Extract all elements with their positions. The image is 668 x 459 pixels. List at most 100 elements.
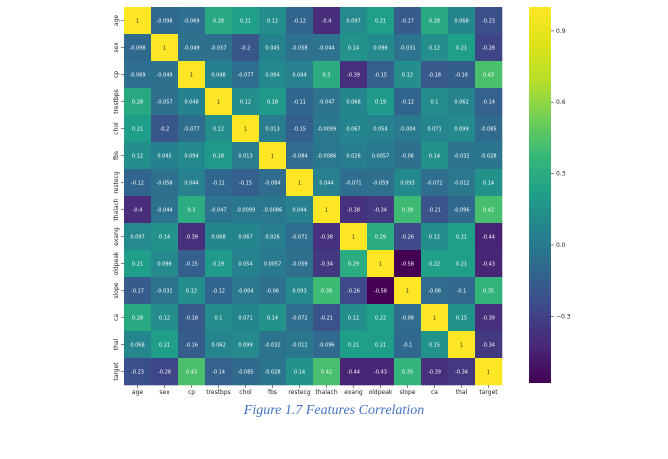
cell-value-label: -0.057 <box>210 45 226 51</box>
cell-value-label: 0.068 <box>130 342 144 348</box>
heatmap-cell <box>178 331 206 359</box>
heatmap-cell <box>394 88 422 116</box>
cell-value-label: 1 <box>244 126 247 132</box>
cell-value-label: 0.15 <box>456 315 467 321</box>
cell-value-label: 0.14 <box>483 180 494 186</box>
cell-value-label: -0.4 <box>322 18 332 24</box>
cell-value-label: 1 <box>325 207 328 213</box>
heatmap-cell <box>421 142 449 170</box>
cell-value-label: 0.3 <box>323 72 331 78</box>
heatmap-cell <box>151 304 179 332</box>
heatmap-cell <box>259 277 287 305</box>
heatmap-cell <box>340 358 368 386</box>
heatmap-cell <box>178 115 206 143</box>
cell-value-label: -0.096 <box>453 207 469 213</box>
cell-value-label: 0.099 <box>238 342 252 348</box>
cell-value-label: -0.08 <box>428 288 441 294</box>
heatmap-cell <box>394 304 422 332</box>
heatmap-cell <box>448 88 476 116</box>
x-tick-label: cp <box>188 389 195 396</box>
y-tick-label: cp <box>113 71 120 78</box>
cell-value-label: 0.35 <box>402 369 413 375</box>
heatmap-cell <box>205 88 233 116</box>
heatmap-cell <box>340 304 368 332</box>
y-tick-label: fbs <box>113 151 120 160</box>
cell-value-label: -0.1 <box>403 342 413 348</box>
cell-value-label: -0.028 <box>264 369 280 375</box>
heatmap-cell <box>178 304 206 332</box>
cell-value-label: 0.12 <box>213 126 224 132</box>
x-tick-label: restecg <box>288 389 310 396</box>
x-tick-label: thalach <box>315 389 337 396</box>
cell-value-label: 0.044 <box>292 72 306 78</box>
cell-value-label: 0.19 <box>375 99 386 105</box>
cell-value-label: 0.12 <box>159 315 170 321</box>
cell-value-label: 0.21 <box>456 45 467 51</box>
cell-value-label: 0.28 <box>132 315 143 321</box>
cell-value-label: -0.23 <box>131 369 144 375</box>
cell-value-label: -0.34 <box>455 369 468 375</box>
heatmap-cell <box>232 88 260 116</box>
cell-value-label: 0.013 <box>238 153 252 159</box>
cell-value-label: -0.58 <box>374 288 387 294</box>
heatmap-cell <box>475 250 503 278</box>
cell-value-label: 0.026 <box>265 234 279 240</box>
heatmap-cell <box>178 169 206 197</box>
heatmap-cell <box>475 115 503 143</box>
heatmap-cell <box>313 358 341 386</box>
heatmap-cell <box>448 7 476 35</box>
y-tick-label: age <box>113 15 120 26</box>
cell-value-label: 0.067 <box>346 126 360 132</box>
heatmap-cell <box>367 115 395 143</box>
x-tick-label: target <box>479 389 498 396</box>
cell-value-label: 0.21 <box>375 18 386 24</box>
cell-value-label: -0.43 <box>482 261 495 267</box>
cell-value-label: -0.012 <box>291 342 307 348</box>
heatmap-cell <box>367 142 395 170</box>
cell-value-label: -0.39 <box>185 234 198 240</box>
heatmap-cell <box>394 7 422 35</box>
heatmap-cell <box>448 250 476 278</box>
cell-value-label: -0.17 <box>131 288 144 294</box>
cell-value-label: 0.12 <box>429 45 440 51</box>
cell-value-label: 0.29 <box>348 261 359 267</box>
cell-value-label: 0.068 <box>346 99 360 105</box>
cell-value-label: -0.44 <box>347 369 360 375</box>
cell-value-label: 0.28 <box>429 18 440 24</box>
heatmap-cell <box>367 250 395 278</box>
heatmap-cell <box>151 142 179 170</box>
cell-value-label: 0.15 <box>429 342 440 348</box>
cell-value-label: -0.15 <box>374 72 387 78</box>
cell-value-label: 1 <box>190 72 193 78</box>
heatmap-cell <box>475 88 503 116</box>
heatmap-cell <box>205 331 233 359</box>
heatmap-cell <box>340 331 368 359</box>
heatmap-cells: 1 -0.098 -0.069 0.28 0.21 0.12 -0.12 -0.4 0.097 0… <box>124 7 503 386</box>
heatmap-cell <box>286 277 314 305</box>
cell-value-label: -0.11 <box>293 99 306 105</box>
heatmap-cell <box>259 7 287 35</box>
heatmap-cell <box>286 61 314 89</box>
heatmap-cell <box>124 115 152 143</box>
heatmap-cell <box>421 358 449 386</box>
heatmap-cell <box>178 358 206 386</box>
heatmap-cell <box>259 331 287 359</box>
heatmap-cell <box>394 169 422 197</box>
heatmap-cell <box>340 88 368 116</box>
cell-value-label: -0.15 <box>293 126 306 132</box>
heatmap-cell <box>124 61 152 89</box>
heatmap-cell <box>367 223 395 251</box>
cell-value-label: 1 <box>136 18 139 24</box>
cell-value-label: 0.21 <box>240 18 251 24</box>
heatmap-cell <box>313 250 341 278</box>
y-tick-label: oldpeak <box>113 251 120 275</box>
heatmap-cell <box>475 169 503 197</box>
cell-value-label: -0.057 <box>156 99 172 105</box>
heatmap-cell <box>313 277 341 305</box>
heatmap-cell <box>475 7 503 35</box>
heatmap-cell <box>286 304 314 332</box>
cell-value-label: 1 <box>163 45 166 51</box>
colorbar-tick-label: 0.9 <box>556 28 566 35</box>
cell-value-label: -0.085 <box>237 369 253 375</box>
cell-value-label: -0.077 <box>183 126 199 132</box>
